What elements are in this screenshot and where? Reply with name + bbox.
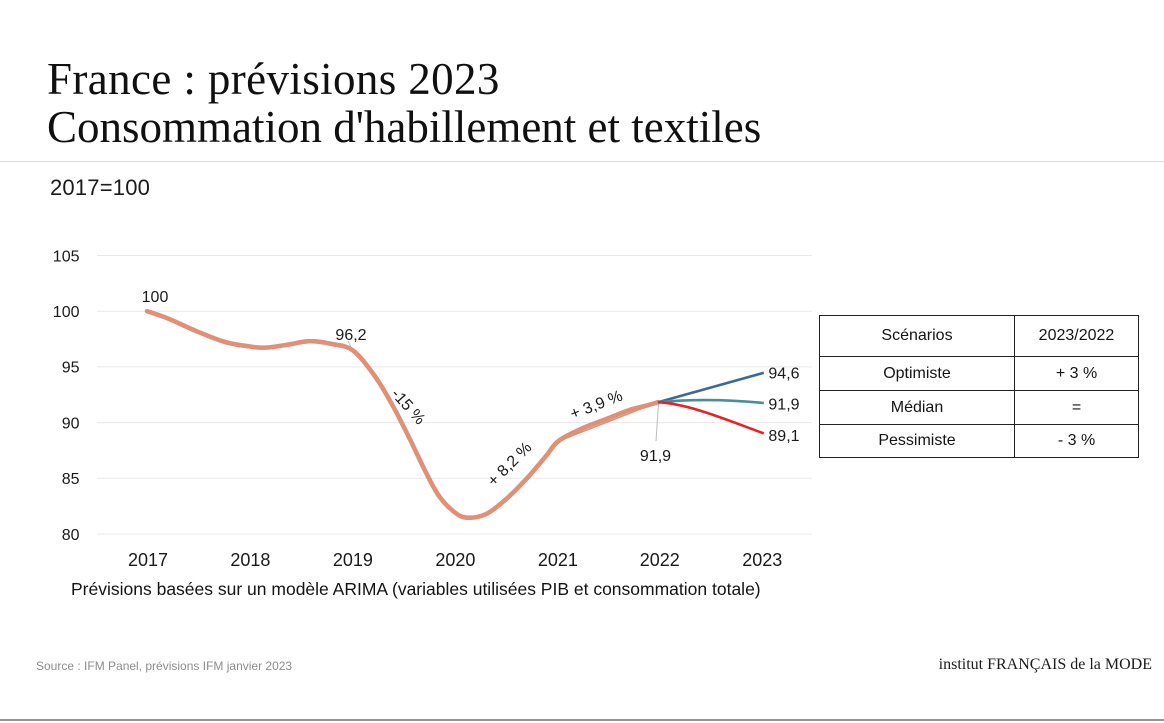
svg-text:94,6: 94,6 — [768, 366, 799, 383]
svg-text:2017: 2017 — [128, 550, 168, 570]
svg-text:85: 85 — [62, 471, 80, 488]
svg-text:2021: 2021 — [538, 550, 578, 570]
svg-text:89,1: 89,1 — [768, 428, 799, 445]
svg-text:91,9: 91,9 — [640, 448, 671, 465]
svg-text:2019: 2019 — [333, 550, 373, 570]
svg-text:2022: 2022 — [640, 550, 680, 570]
svg-text:2023: 2023 — [742, 550, 782, 570]
svg-text:95: 95 — [62, 360, 80, 377]
svg-text:96,2: 96,2 — [335, 327, 366, 344]
svg-text:100: 100 — [142, 289, 169, 306]
svg-text:100: 100 — [53, 304, 80, 321]
svg-text:80: 80 — [62, 527, 80, 544]
svg-text:91,9: 91,9 — [768, 396, 799, 413]
svg-text:2020: 2020 — [435, 550, 475, 570]
svg-text:2018: 2018 — [230, 550, 270, 570]
svg-text:105: 105 — [53, 248, 80, 265]
svg-text:90: 90 — [62, 415, 80, 432]
svg-text:+ 8,2 %: + 8,2 % — [485, 439, 536, 490]
